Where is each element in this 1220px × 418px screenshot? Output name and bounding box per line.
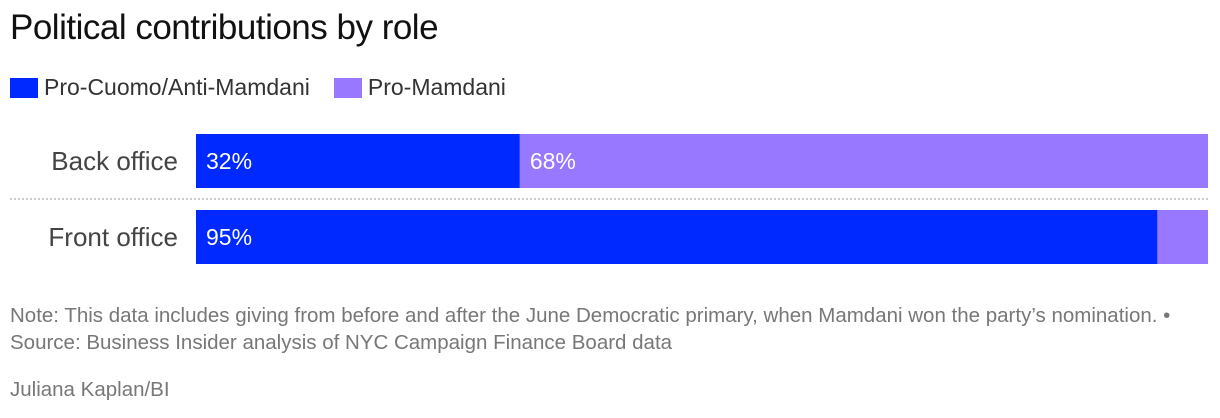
bar-segment (196, 134, 520, 188)
category-label: Front office (48, 222, 178, 252)
legend-label: Pro-Mamdani (367, 74, 506, 100)
category-label: Back office (51, 146, 178, 176)
legend-label: Pro-Cuomo/Anti-Mamdani (44, 74, 310, 100)
bar-segment (196, 210, 1158, 264)
chart-title: Political contributions by role (10, 8, 439, 47)
bar-plot: Back office 32% 68% Front office 95% (10, 134, 1208, 264)
data-label: 68% (530, 148, 576, 174)
legend-item-pro-mamdani: Pro-Mamdani (333, 74, 506, 101)
legend-swatch (333, 77, 362, 98)
data-label: 32% (206, 148, 252, 174)
legend-item-pro-cuomo: Pro-Cuomo/Anti-Mamdani (10, 74, 310, 101)
legend-swatch (10, 77, 38, 98)
bar-segment (1157, 210, 1208, 264)
legend: Pro-Cuomo/Anti-Mamdani Pro-Mamdani (10, 74, 530, 101)
credit: Juliana Kaplan/BI (10, 378, 170, 401)
note-source: Note: This data includes giving from bef… (10, 304, 1171, 354)
data-label: 95% (206, 224, 252, 250)
bar-segment (519, 134, 1208, 188)
